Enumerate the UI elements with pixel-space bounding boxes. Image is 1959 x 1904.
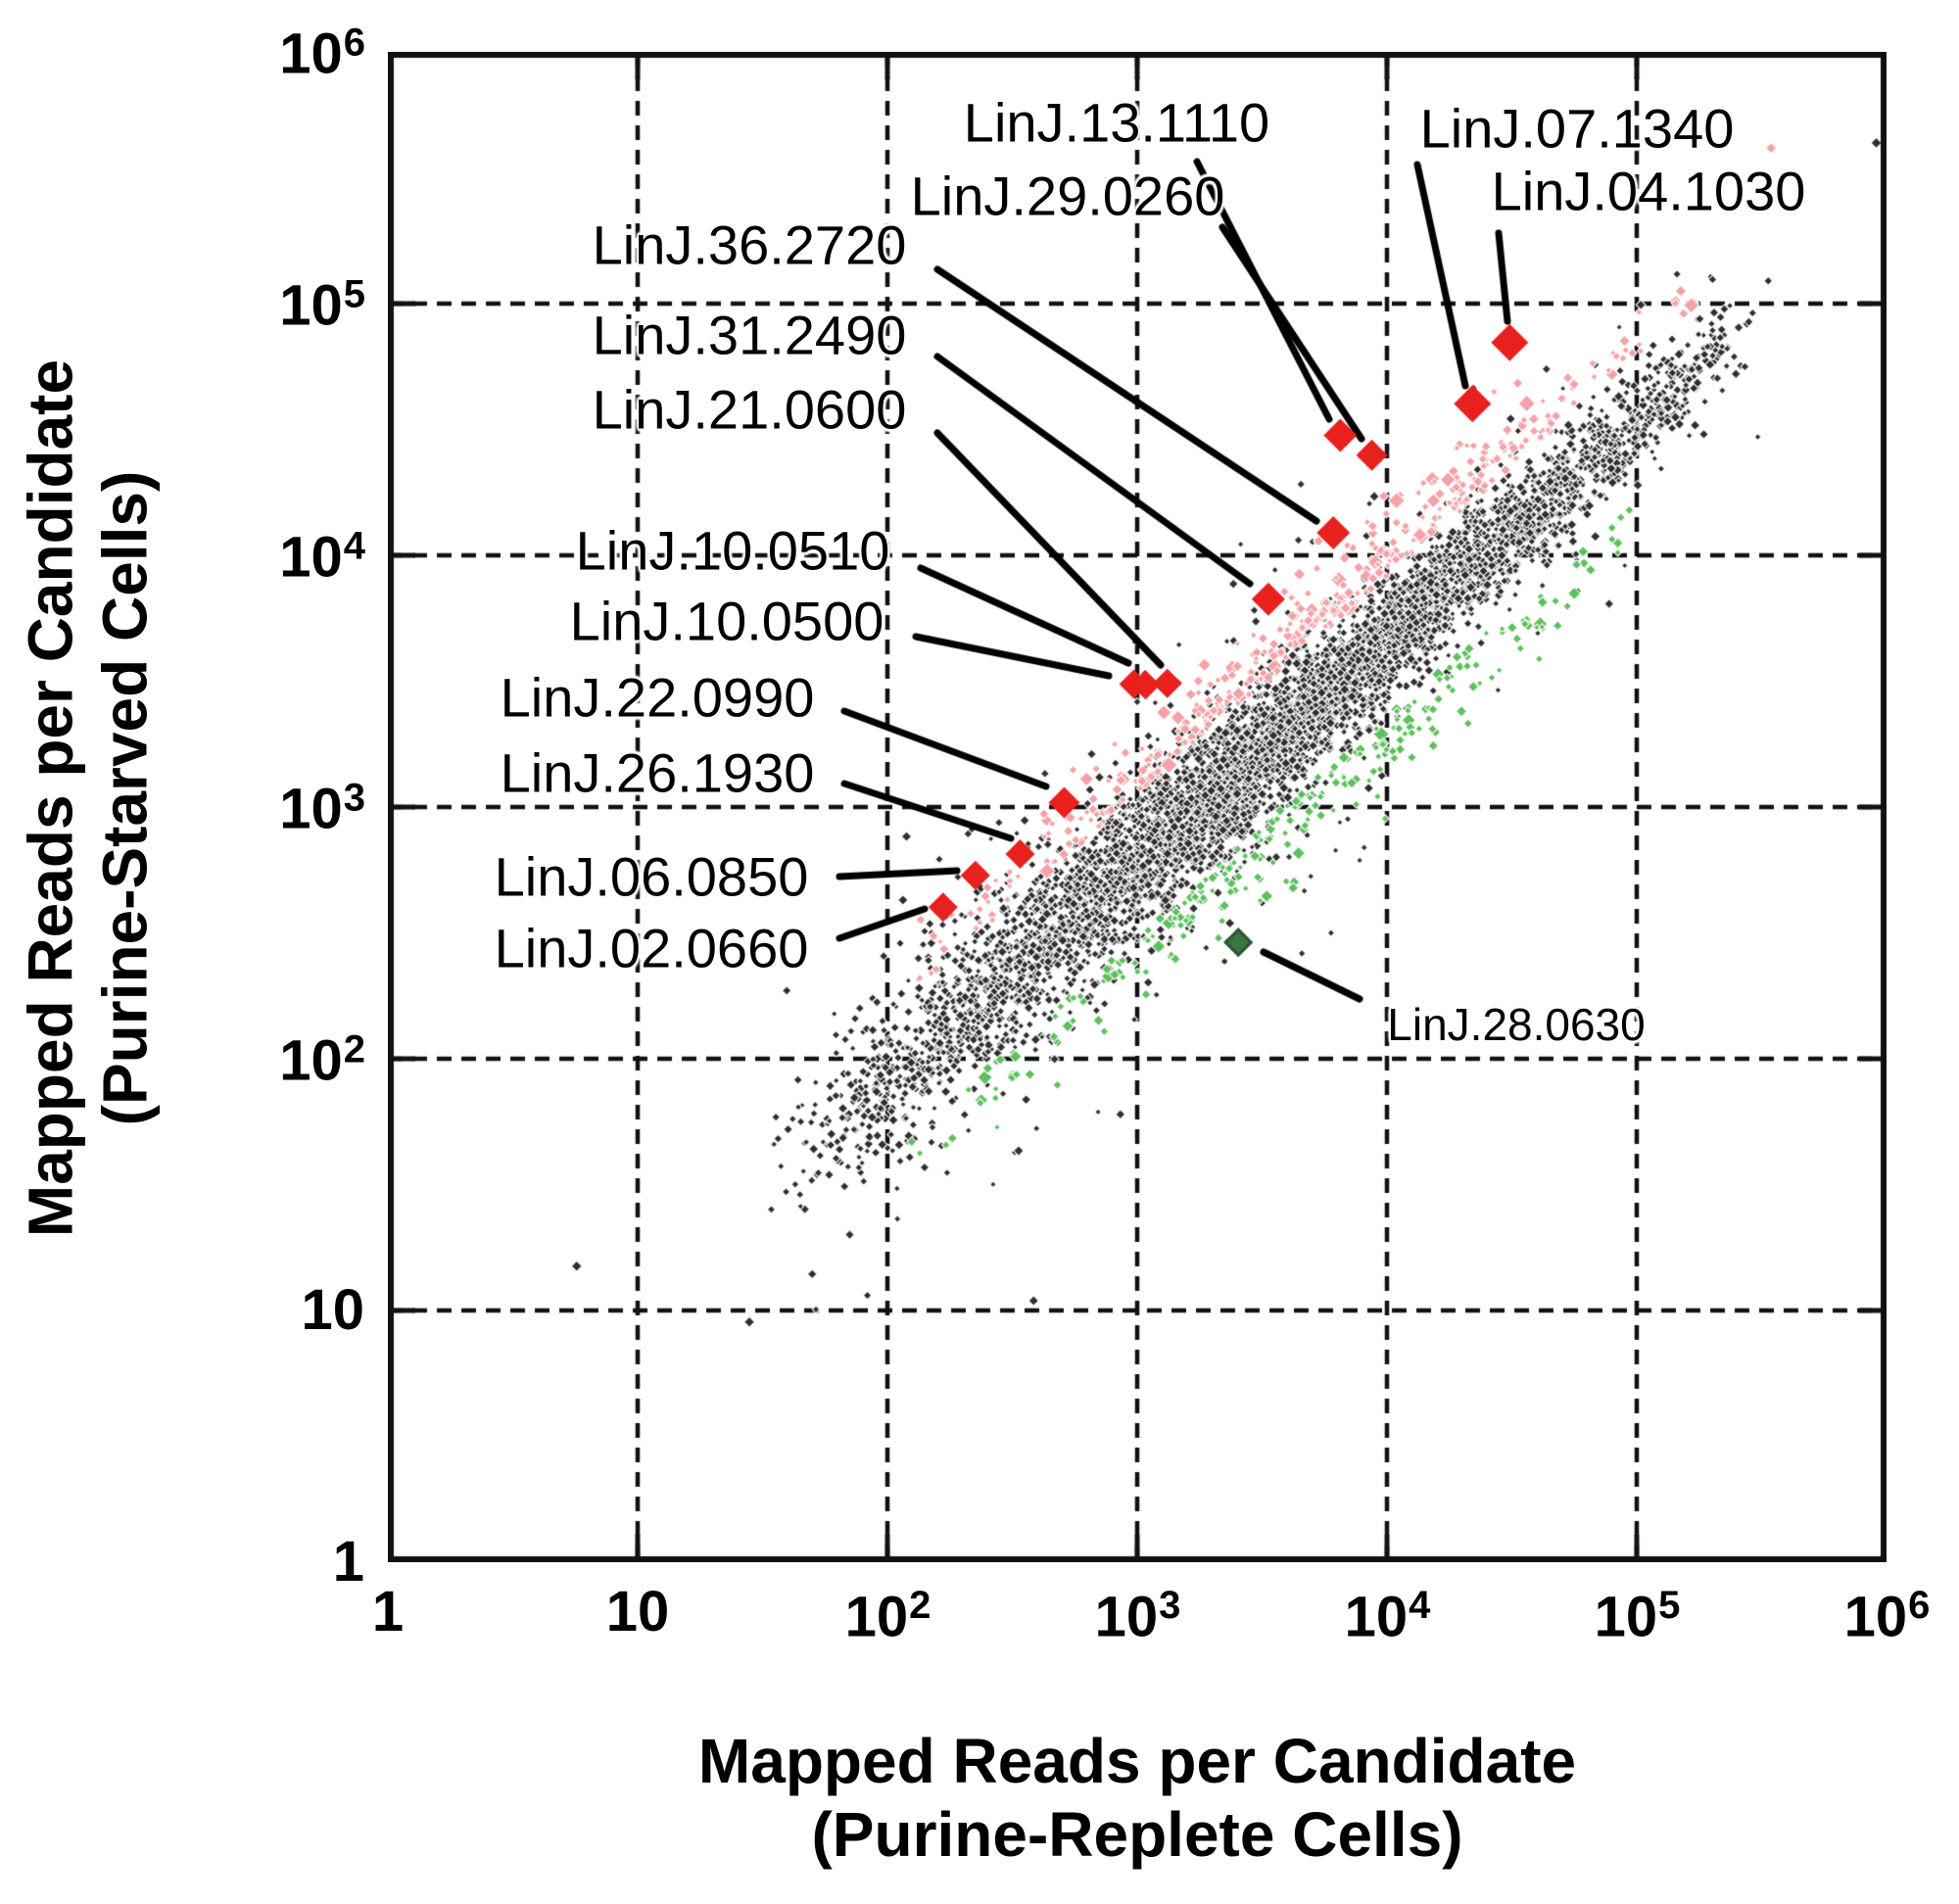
gene-label-LinJ.06.0850: LinJ.06.0850 bbox=[494, 845, 809, 908]
y-axis-title-line2: (Purine-Starved Cells) bbox=[89, 470, 160, 1126]
y-tick-label: 102 bbox=[279, 1027, 365, 1093]
gene-label-LinJ.26.1930: LinJ.26.1930 bbox=[500, 741, 815, 804]
x-tick-label: 1 bbox=[371, 1580, 405, 1643]
y-tick-label: 10 bbox=[301, 1278, 364, 1342]
gene-label-LinJ.04.1030: LinJ.04.1030 bbox=[1491, 160, 1806, 222]
gene-label-LinJ.21.0600: LinJ.21.0600 bbox=[592, 378, 907, 441]
x-tick-label: 103 bbox=[1094, 1584, 1181, 1649]
y-axis-title: Mapped Reads per Candidate (Purine-Starv… bbox=[14, 359, 162, 1237]
gene-label-LinJ.31.2490: LinJ.31.2490 bbox=[592, 304, 907, 366]
gene-label-LinJ.10.0500: LinJ.10.0500 bbox=[569, 590, 884, 652]
gene-label-LinJ.07.1340: LinJ.07.1340 bbox=[1419, 97, 1735, 160]
x-tick-label: 10 bbox=[605, 1580, 670, 1643]
gene-label-LinJ.22.0990: LinJ.22.0990 bbox=[500, 666, 815, 729]
gene-label-LinJ.02.0660: LinJ.02.0660 bbox=[494, 917, 809, 979]
y-tick-label: 105 bbox=[279, 272, 365, 338]
y-axis-title-line1: Mapped Reads per Candidate bbox=[15, 358, 86, 1238]
x-tick-label: 102 bbox=[844, 1584, 932, 1649]
y-tick-label: 103 bbox=[279, 776, 365, 841]
gene-label-LinJ.36.2720: LinJ.36.2720 bbox=[592, 214, 907, 276]
y-tick-label: 1 bbox=[332, 1530, 364, 1594]
x-tick-label: 104 bbox=[1344, 1584, 1431, 1649]
plot-area: LinJ.13.1110 LinJ.29.0260 LinJ.07.1340 LinJ… bbox=[388, 52, 1887, 1562]
x-axis-title: Mapped Reads per Candidate (Purine-Reple… bbox=[698, 1725, 1576, 1873]
x-tick-label: 106 bbox=[1843, 1584, 1931, 1649]
x-axis-title-line1: Mapped Reads per Candidate bbox=[697, 1725, 1577, 1796]
gene-label-LinJ.10.0510: LinJ.10.0510 bbox=[575, 519, 890, 582]
gene-label-LinJ.29.0260: LinJ.29.0260 bbox=[910, 165, 1225, 227]
gene-label-LinJ.28.0630: LinJ.28.0630 bbox=[1387, 999, 1646, 1050]
x-axis-title-line2: (Purine-Replete Cells) bbox=[811, 1799, 1463, 1871]
x-tick-label: 105 bbox=[1594, 1584, 1681, 1649]
scatter-canvas bbox=[388, 52, 1887, 1562]
gene-label-LinJ.13.1110: LinJ.13.1110 bbox=[963, 91, 1270, 154]
y-tick-label: 106 bbox=[279, 21, 365, 86]
y-tick-label: 104 bbox=[279, 524, 365, 590]
